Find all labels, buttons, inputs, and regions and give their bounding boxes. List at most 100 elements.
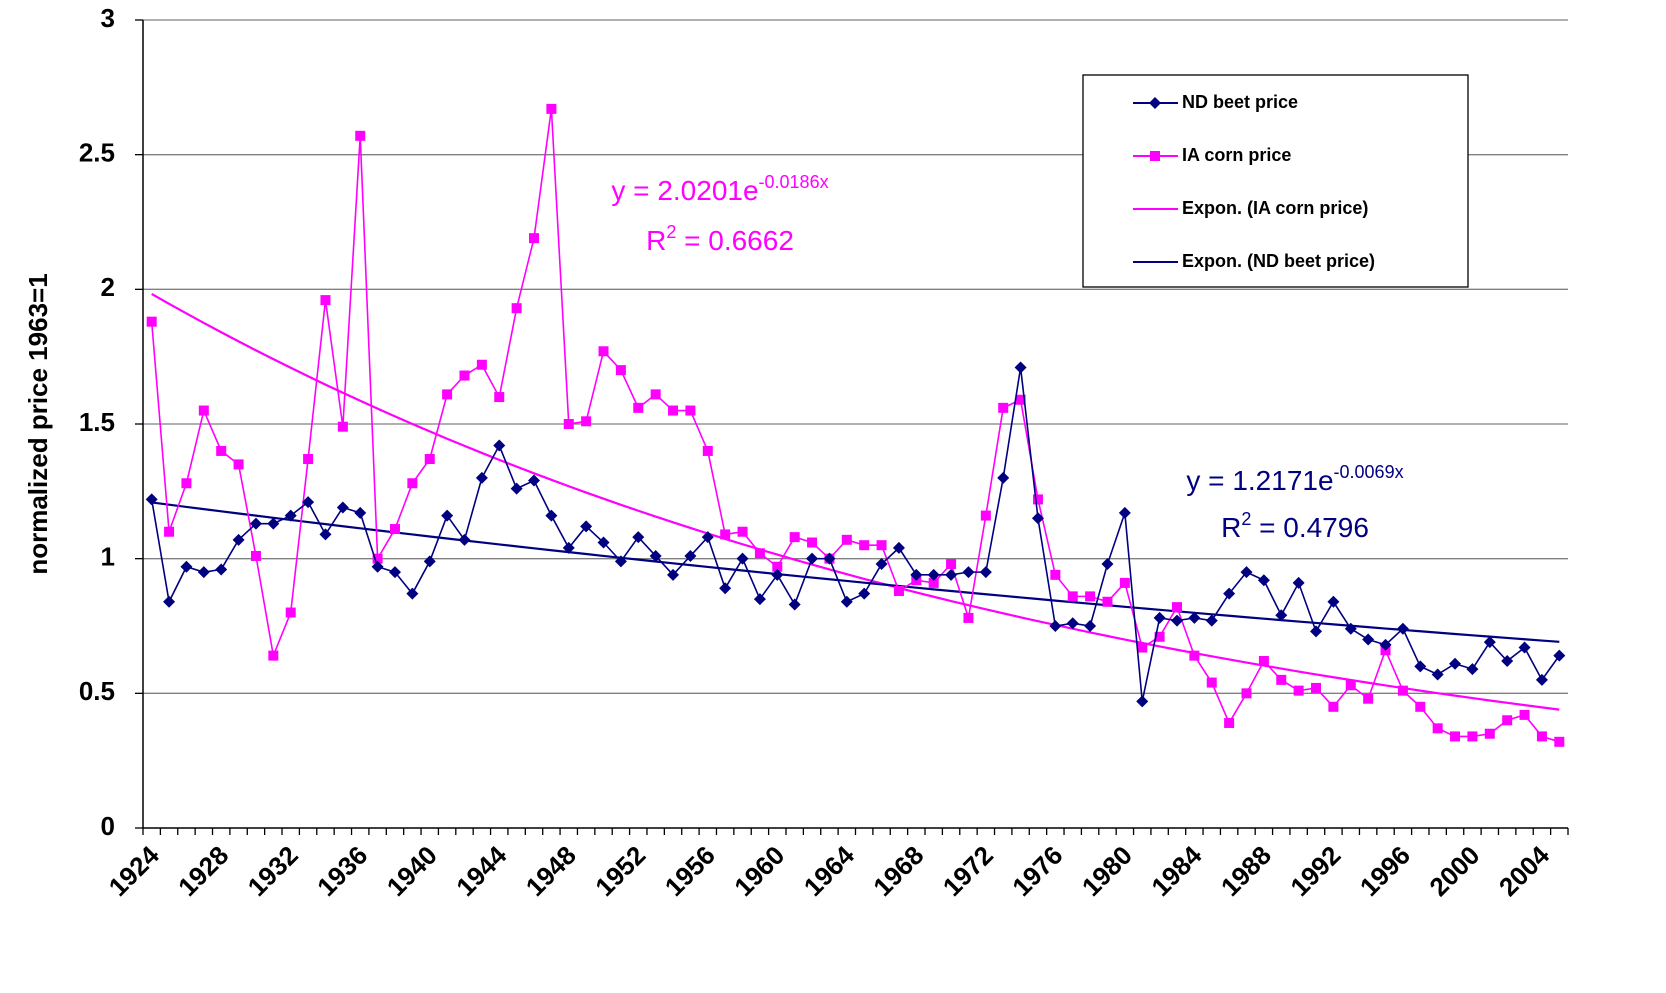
data-point (1154, 631, 1165, 642)
data-point (1518, 641, 1531, 654)
data-point (355, 130, 366, 141)
data-point (1205, 614, 1218, 627)
equation-base: y = 1.2171e (1186, 465, 1333, 496)
data-point (303, 454, 314, 465)
y-tick-label: 0.5 (79, 676, 115, 706)
x-tick-label: 1964 (798, 840, 860, 902)
y-tick-label: 2 (101, 272, 115, 302)
data-point (1188, 611, 1201, 624)
data-point (702, 445, 713, 456)
data-point (493, 439, 506, 452)
data-point (806, 552, 819, 565)
x-tick-label: 1928 (172, 840, 234, 902)
legend-marker (1150, 151, 1160, 161)
data-point (1257, 574, 1270, 587)
data-point (1067, 591, 1078, 602)
data-point (1223, 587, 1236, 600)
data-point (1206, 677, 1217, 688)
data-point (580, 520, 593, 533)
equation-exponent: -0.0186x (759, 172, 829, 192)
data-point (562, 541, 575, 554)
y-tick-label: 0 (101, 811, 115, 841)
data-point (233, 459, 244, 470)
legend-label: Expon. (IA corn price) (1182, 198, 1368, 218)
x-tick-label: 1956 (659, 840, 721, 902)
data-point (406, 587, 419, 600)
data-point (1153, 611, 1166, 624)
data-point (1344, 622, 1357, 635)
data-point (963, 612, 974, 623)
y-tick-label: 1 (101, 542, 115, 572)
data-point (1224, 717, 1235, 728)
data-point (423, 555, 436, 568)
data-point (1327, 595, 1340, 608)
data-point (1466, 663, 1479, 676)
trend-equation: y = 1.2171e-0.0069x (1186, 462, 1403, 496)
data-point (476, 359, 487, 370)
data-point (789, 532, 800, 543)
data-point (267, 517, 280, 530)
data-point (1136, 695, 1149, 708)
r-exponent: 2 (666, 222, 676, 242)
legend-box (1082, 74, 1469, 288)
trend-r-squared: R2 = 0.4796 (1221, 509, 1369, 543)
data-point (1345, 680, 1356, 691)
data-point (1535, 673, 1548, 686)
data-point (1396, 622, 1409, 635)
data-point (980, 510, 991, 521)
data-point (1553, 649, 1566, 662)
data-point (1328, 701, 1339, 712)
data-point (893, 585, 904, 596)
trend-equation: y = 2.0201e-0.0186x (611, 172, 828, 206)
data-point (1066, 617, 1079, 630)
data-point (1032, 494, 1043, 505)
data-point (858, 587, 871, 600)
data-point (216, 445, 227, 456)
data-point (1275, 609, 1288, 622)
data-point (1431, 668, 1444, 681)
data-point (528, 474, 541, 487)
data-point (875, 558, 888, 571)
data-point (510, 482, 523, 495)
x-tick-label: 1936 (311, 840, 373, 902)
data-point (494, 392, 505, 403)
data-point (1502, 715, 1513, 726)
data-point (997, 471, 1010, 484)
data-point (320, 295, 331, 306)
data-point (389, 524, 400, 535)
data-point (737, 526, 748, 537)
data-point (840, 595, 853, 608)
data-point (736, 552, 749, 565)
x-tick-label: 1984 (1145, 840, 1207, 902)
data-point (979, 566, 992, 579)
data-point (1414, 660, 1427, 673)
data-point (998, 402, 1009, 413)
data-point (684, 549, 697, 562)
data-point (198, 405, 209, 416)
data-point (1292, 576, 1305, 589)
data-point (249, 517, 262, 530)
data-point (597, 536, 610, 549)
data-point (146, 316, 157, 327)
data-point (876, 540, 887, 551)
legend-marker (1149, 97, 1161, 109)
data-point (1137, 642, 1148, 653)
x-tick-label: 1992 (1284, 840, 1346, 902)
data-point (442, 389, 453, 400)
data-point (753, 593, 766, 606)
data-point (563, 419, 574, 429)
data-point (771, 568, 784, 581)
data-point (424, 454, 435, 465)
data-point (1084, 620, 1097, 632)
data-point (145, 493, 158, 506)
data-point (1171, 602, 1182, 613)
y-tick-label: 3 (101, 3, 115, 33)
data-point (1484, 728, 1495, 739)
data-point (685, 405, 696, 416)
data-point (1519, 709, 1530, 720)
data-point (458, 533, 471, 546)
data-point (545, 509, 558, 522)
data-point (529, 233, 540, 244)
data-point (1483, 636, 1496, 649)
